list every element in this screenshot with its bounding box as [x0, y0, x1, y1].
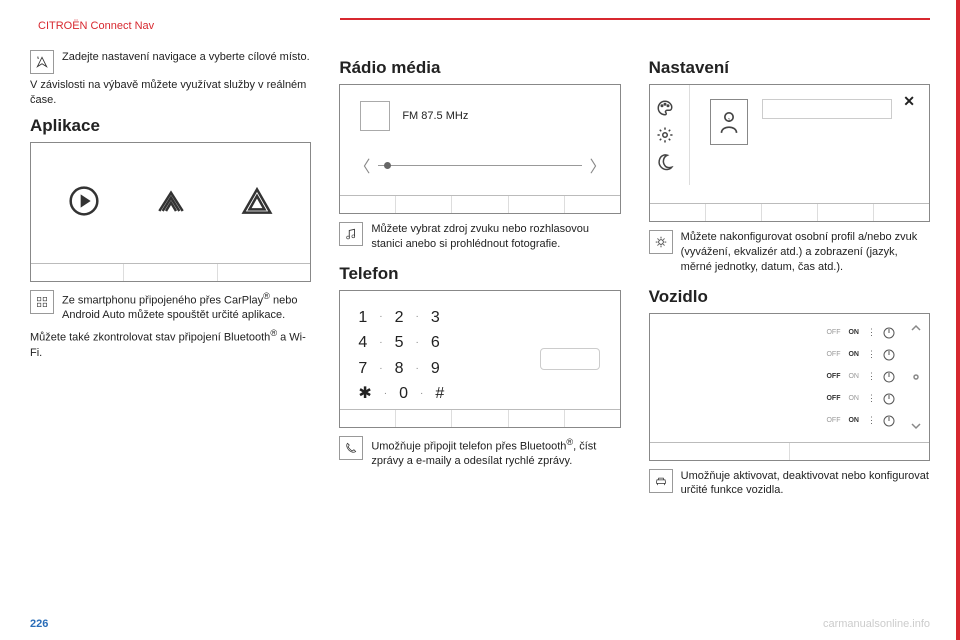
- apps-text: Ze smartphonu připojeného přes CarPlay® …: [62, 290, 311, 323]
- radio-title: Rádio média: [339, 58, 620, 78]
- nav-para: N Zadejte nastavení navigace a vyberte c…: [30, 50, 311, 74]
- radio-slider: 〈 〉: [340, 147, 619, 199]
- col-1: N Zadejte nastavení navigace a vyberte c…: [30, 50, 311, 502]
- vehicle-strip: [650, 442, 929, 460]
- svg-text:N: N: [37, 56, 40, 60]
- nav-sub: V závislosti na výbavě můžete využívat s…: [30, 78, 311, 108]
- apps-para: Ze smartphonu připojeného přes CarPlay® …: [30, 290, 311, 323]
- music-note-icon: [339, 222, 363, 246]
- phone-title: Telefon: [339, 264, 620, 284]
- vehicle-frame: OFFON⋮ OFFON⋮ OFFON⋮ OFFON⋮ OFFON⋮: [649, 313, 930, 461]
- settings-para: Můžete nakonfigurovat osobní profil a/ne…: [649, 230, 930, 275]
- chevron-up-icon: [910, 322, 922, 334]
- vehicle-text: Umožňuje aktivovat, deaktivovat nebo kon…: [681, 469, 930, 499]
- toggle-row: OFFON⋮: [658, 327, 895, 339]
- page: CITROËN Connect Nav N Zadejte nastavení …: [0, 0, 960, 640]
- radio-strip: [340, 195, 619, 213]
- next-chevron-icon: 〉: [590, 153, 606, 177]
- header-title: CITROËN Connect Nav: [38, 20, 930, 32]
- play-circle-icon: [64, 181, 104, 221]
- vehicle-title: Vozidlo: [649, 287, 930, 307]
- settings-right: 1: [690, 85, 929, 185]
- triangle-icon: [237, 181, 277, 221]
- settings-strip: [650, 203, 929, 221]
- vehicle-body: OFFON⋮ OFFON⋮ OFFON⋮ OFFON⋮ OFFON⋮: [650, 314, 929, 440]
- radio-frame: FM 87.5 MHz 〈 〉: [339, 84, 620, 214]
- dial-row: 1·2·3: [358, 305, 601, 331]
- radio-top: FM 87.5 MHz: [340, 85, 619, 147]
- accent-side: [956, 0, 960, 640]
- apps-frame: [30, 142, 311, 282]
- accent-bar: [340, 18, 930, 20]
- phone-icon: [339, 436, 363, 460]
- moon-icon: [656, 153, 674, 171]
- col-3: Nastavení ✕ 1: [649, 50, 930, 502]
- phone-strip: [340, 409, 619, 427]
- radio-cover: [360, 101, 390, 131]
- profile-icon: 1: [710, 99, 748, 145]
- call-field: [540, 348, 600, 370]
- apps-strip: [31, 263, 310, 281]
- col-2: Rádio média FM 87.5 MHz 〈 〉 Můžete vybra…: [339, 50, 620, 502]
- nav-text: Zadejte nastavení navigace a vyberte cíl…: [62, 50, 310, 74]
- settings-text: Můžete nakonfigurovat osobní profil a/ne…: [681, 230, 930, 275]
- page-number: 226: [30, 618, 48, 630]
- toggle-row: OFFON⋮: [658, 415, 895, 427]
- grid-icon: [30, 290, 54, 314]
- nav-arrow-icon: N: [30, 50, 54, 74]
- columns: N Zadejte nastavení navigace a vyberte c…: [30, 50, 930, 502]
- settings-frame: ✕ 1: [649, 84, 930, 222]
- phone-text: Umožňuje připojit telefon přes Bluetooth…: [371, 436, 620, 469]
- toggle-row: OFFON⋮: [658, 393, 895, 405]
- radio-para: Můžete vybrat zdroj zvuku nebo rozhlasov…: [339, 222, 620, 252]
- palette-icon: [656, 99, 674, 117]
- phone-frame: 1·2·34·5·67·8·9✱·0·#: [339, 290, 620, 428]
- toggle-row: OFFON⋮: [658, 349, 895, 361]
- dial-row: ✱·0·#: [358, 381, 601, 407]
- radio-text: Můžete vybrat zdroj zvuku nebo rozhlasov…: [371, 222, 620, 252]
- svg-text:1: 1: [727, 118, 730, 124]
- car-icon: [649, 469, 673, 493]
- scroll-dot-icon: [910, 371, 922, 383]
- radio-freq: FM 87.5 MHz: [402, 110, 468, 122]
- vehicle-toggles: OFFON⋮ OFFON⋮ OFFON⋮ OFFON⋮ OFFON⋮: [650, 314, 903, 440]
- vehicle-scroll: [903, 314, 929, 440]
- chevrons-icon: [151, 181, 191, 221]
- settings-tabs: [650, 85, 690, 185]
- settings-body: 1: [650, 85, 929, 185]
- tune-line: [378, 165, 581, 166]
- cog-icon: [649, 230, 673, 254]
- apps-title: Aplikace: [30, 116, 311, 136]
- prev-chevron-icon: 〈: [354, 153, 370, 177]
- toggle-row: OFFON⋮: [658, 371, 895, 383]
- apps-para2: Můžete také zkontrolovat stav připojení …: [30, 327, 311, 360]
- watermark: carmanualsonline.info: [823, 618, 930, 630]
- close-icon: ✕: [903, 93, 915, 110]
- phone-para: Umožňuje připojit telefon přes Bluetooth…: [339, 436, 620, 469]
- name-field: [762, 99, 892, 119]
- apps-icons-row: [41, 161, 300, 241]
- settings-title: Nastavení: [649, 58, 930, 78]
- gear-icon: [656, 126, 674, 144]
- vehicle-para: Umožňuje aktivovat, deaktivovat nebo kon…: [649, 469, 930, 499]
- chevron-down-icon: [910, 420, 922, 432]
